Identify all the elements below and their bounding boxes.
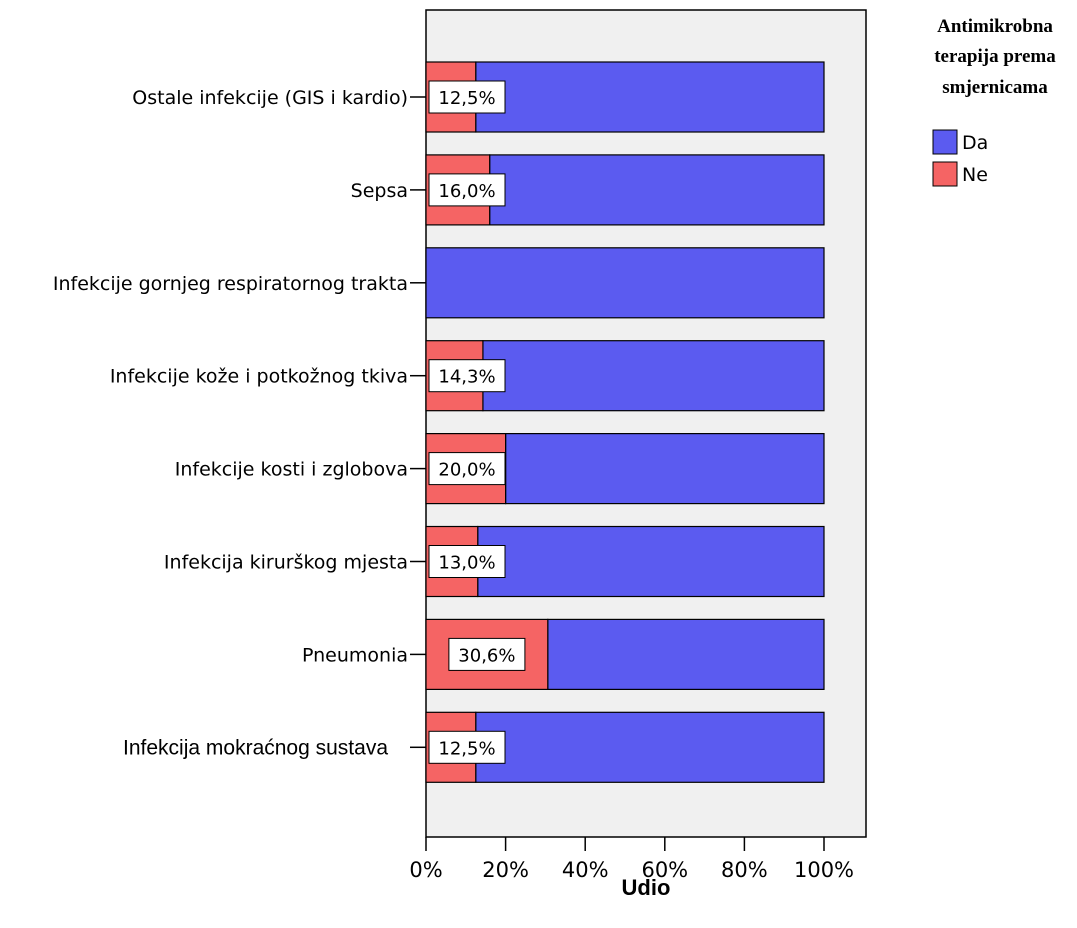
legend: Antimikrobna terapija prema smjernicama … [932, 16, 1056, 187]
category-label-6: Pneumonia [302, 644, 408, 666]
data-label-box-4 [428, 452, 506, 486]
data-label-box-3 [428, 359, 506, 393]
legend-swatch-ne [932, 161, 958, 187]
plot-area [425, 9, 867, 838]
legend-title-line-3: smjernicama [942, 77, 1048, 98]
x-tick-label-1: 20% [482, 858, 529, 882]
data-label-box-5 [428, 545, 506, 578]
bar-da-6 [547, 618, 825, 691]
data-label-6: 30,6% [458, 645, 515, 666]
category-label-3: Infekcije kože i potkožnog tkiva [110, 366, 408, 388]
data-label-0: 12,5% [438, 88, 495, 109]
bar-da-7 [475, 711, 825, 783]
x-axis-title: Udio [622, 875, 671, 900]
legend-swatch-da [932, 129, 958, 155]
legend-label-ne: Ne [962, 164, 988, 186]
category-label-2: Infekcije gornjeg respiratornog trakta [53, 273, 408, 295]
bar-da-0 [475, 61, 825, 133]
x-tick-label-4: 80% [721, 858, 768, 882]
x-tick-label-5: 100% [794, 858, 854, 882]
category-label-7: Infekcija mokraćnog sustava [123, 736, 388, 759]
bars-group: 12,5% 16,0% 14,3% 20,0% 13,0% 30,6% 12,5% [425, 61, 825, 783]
bar-da-2 [425, 247, 825, 319]
x-tick-label-2: 40% [562, 858, 609, 882]
bar-da-5 [477, 525, 825, 598]
x-tick-label-0: 0% [409, 858, 442, 882]
data-label-4: 20,0% [438, 460, 495, 481]
data-label-7: 12,5% [438, 738, 495, 759]
data-label-box-7 [428, 730, 506, 764]
legend-label-da: Da [962, 132, 988, 154]
x-axis: 0% 20% 40% 60% 80% 100% [409, 837, 854, 882]
x-tick-label-3: 60% [641, 858, 688, 882]
data-label-box-6 [448, 637, 526, 671]
data-label-box-0 [428, 80, 506, 114]
category-label-1: Sepsa [351, 180, 408, 202]
category-label-4: Infekcije kosti i zglobova [175, 459, 408, 481]
legend-title-line-1: Antimikrobna [937, 16, 1053, 37]
bar-da-3 [482, 340, 825, 412]
category-labels: Ostale infekcije (GIS i kardio) Sepsa Infe… [53, 87, 426, 759]
data-label-1: 16,0% [438, 181, 495, 202]
category-label-0: Ostale infekcije (GIS i kardio) [132, 87, 408, 109]
category-label-5: Infekcija kirurškog mjesta [164, 552, 408, 574]
data-label-5: 13,0% [438, 553, 495, 574]
data-label-box-1 [428, 173, 506, 207]
bar-da-4 [505, 433, 825, 505]
legend-title-line-2: terapija prema [934, 46, 1056, 67]
bar-da-1 [489, 154, 825, 226]
data-label-3: 14,3% [438, 367, 495, 388]
